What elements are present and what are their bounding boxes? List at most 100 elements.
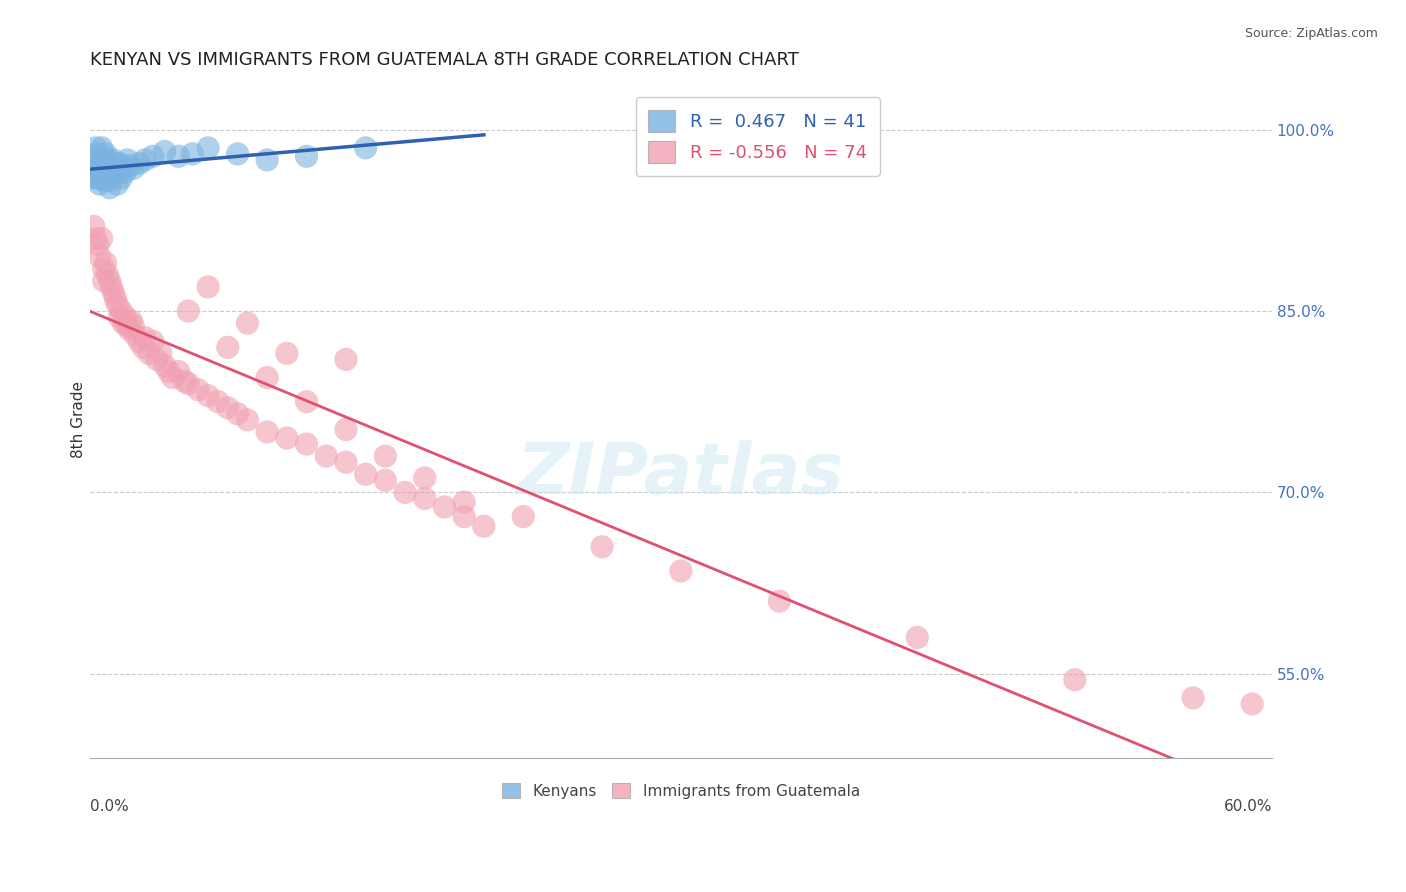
- Point: [110, 171, 132, 186]
- Text: 0.0%: 0.0%: [90, 799, 128, 814]
- Point: [153, 145, 176, 159]
- Point: [374, 473, 396, 487]
- Point: [84, 165, 107, 179]
- Point: [335, 352, 357, 367]
- Point: [117, 318, 139, 333]
- Point: [108, 310, 131, 324]
- Point: [591, 540, 613, 554]
- Point: [103, 171, 125, 186]
- Point: [315, 449, 337, 463]
- Point: [177, 304, 200, 318]
- Point: [90, 231, 112, 245]
- Point: [97, 173, 120, 187]
- Point: [335, 423, 357, 437]
- Point: [217, 401, 239, 415]
- Point: [226, 407, 249, 421]
- Point: [167, 364, 190, 378]
- Point: [93, 274, 115, 288]
- Point: [98, 274, 121, 288]
- Point: [97, 268, 120, 282]
- Point: [117, 153, 139, 167]
- Point: [89, 250, 111, 264]
- Point: [146, 352, 169, 367]
- Point: [128, 334, 150, 349]
- Point: [905, 631, 928, 645]
- Point: [295, 394, 318, 409]
- Point: [173, 374, 195, 388]
- Point: [103, 153, 125, 167]
- Point: [84, 231, 107, 245]
- Point: [1064, 673, 1087, 687]
- Point: [472, 519, 495, 533]
- Text: ZIPatlas: ZIPatlas: [517, 440, 845, 508]
- Point: [132, 340, 155, 354]
- Point: [335, 455, 357, 469]
- Point: [89, 177, 111, 191]
- Point: [167, 149, 190, 163]
- Point: [90, 161, 112, 176]
- Point: [114, 165, 136, 179]
- Point: [103, 285, 125, 300]
- Point: [142, 334, 165, 349]
- Point: [768, 594, 790, 608]
- Point: [276, 346, 298, 360]
- Point: [87, 171, 110, 186]
- Point: [256, 153, 278, 167]
- Point: [94, 255, 117, 269]
- Point: [93, 261, 115, 276]
- Point: [162, 370, 184, 384]
- Point: [177, 376, 200, 391]
- Point: [112, 316, 135, 330]
- Point: [83, 219, 105, 234]
- Point: [98, 180, 121, 194]
- Point: [295, 437, 318, 451]
- Point: [1241, 697, 1264, 711]
- Point: [236, 316, 259, 330]
- Point: [453, 495, 475, 509]
- Point: [94, 168, 117, 182]
- Text: KENYAN VS IMMIGRANTS FROM GUATEMALA 8TH GRADE CORRELATION CHART: KENYAN VS IMMIGRANTS FROM GUATEMALA 8TH …: [90, 51, 799, 69]
- Point: [100, 280, 122, 294]
- Legend: Kenyans, Immigrants from Guatemala: Kenyans, Immigrants from Guatemala: [496, 777, 866, 805]
- Point: [187, 383, 209, 397]
- Point: [114, 310, 136, 324]
- Text: Source: ZipAtlas.com: Source: ZipAtlas.com: [1244, 27, 1378, 40]
- Point: [104, 292, 127, 306]
- Point: [90, 141, 112, 155]
- Point: [354, 141, 377, 155]
- Point: [122, 161, 145, 176]
- Point: [97, 153, 120, 167]
- Point: [669, 564, 692, 578]
- Point: [256, 425, 278, 439]
- Point: [512, 509, 534, 524]
- Point: [354, 467, 377, 482]
- Point: [394, 485, 416, 500]
- Point: [124, 328, 146, 343]
- Point: [226, 147, 249, 161]
- Point: [107, 177, 129, 191]
- Point: [100, 165, 122, 179]
- Point: [104, 161, 127, 176]
- Point: [120, 314, 142, 328]
- Point: [149, 346, 172, 360]
- Point: [433, 500, 456, 514]
- Point: [142, 149, 165, 163]
- Point: [153, 359, 176, 373]
- Point: [134, 153, 156, 167]
- Point: [181, 147, 204, 161]
- Point: [197, 141, 219, 155]
- Point: [157, 364, 180, 378]
- Point: [107, 298, 129, 312]
- Point: [256, 370, 278, 384]
- Point: [89, 153, 111, 167]
- Point: [413, 471, 436, 485]
- Point: [87, 237, 110, 252]
- Point: [112, 161, 135, 176]
- Point: [197, 389, 219, 403]
- Point: [83, 159, 105, 173]
- Point: [87, 147, 110, 161]
- Point: [110, 304, 132, 318]
- Point: [374, 449, 396, 463]
- Point: [118, 159, 141, 173]
- Point: [94, 147, 117, 161]
